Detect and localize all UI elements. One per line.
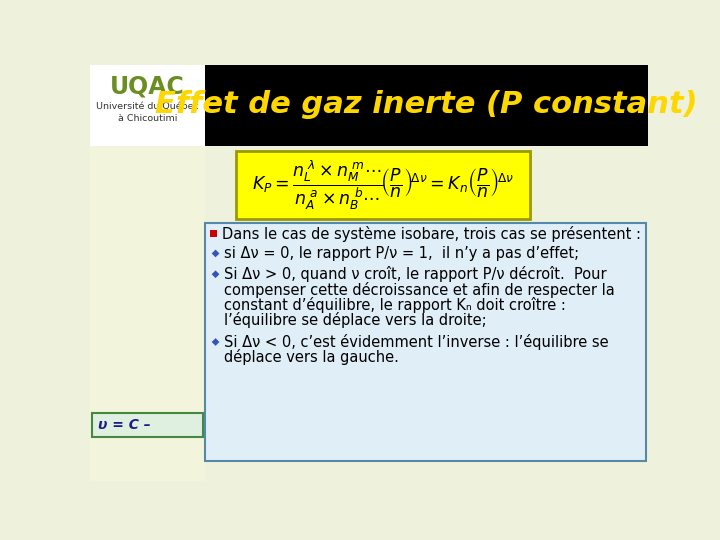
- Text: constant d’équilibre, le rapport Kₙ doit croître :: constant d’équilibre, le rapport Kₙ doit…: [224, 297, 566, 313]
- Bar: [90, 65, 204, 481]
- Polygon shape: [212, 249, 220, 257]
- Bar: [204, 222, 647, 461]
- Text: $K_P = \dfrac{n_L^{\;\lambda} \times n_M^{\;m}\cdots}{n_A^{\;a} \times n_B^{\;b}: $K_P = \dfrac{n_L^{\;\lambda} \times n_M…: [252, 159, 514, 212]
- Text: Si Δν > 0, quand ν croît, le rapport P/ν décroît.  Pour: Si Δν > 0, quand ν croît, le rapport P/ν…: [224, 266, 607, 282]
- Bar: [210, 231, 217, 237]
- Text: Effet de gaz inerte (P constant): Effet de gaz inerte (P constant): [155, 90, 698, 119]
- Polygon shape: [212, 271, 220, 278]
- Text: déplace vers la gauche.: déplace vers la gauche.: [224, 349, 399, 366]
- Text: Si Δν < 0, c’est évidemment l’inverse : l’équilibre se: Si Δν < 0, c’est évidemment l’inverse : …: [224, 334, 608, 350]
- Polygon shape: [212, 338, 220, 346]
- Text: l’équilibre se déplace vers la droite;: l’équilibre se déplace vers la droite;: [224, 313, 487, 328]
- Text: compenser cette décroissance et afin de respecter la: compenser cette décroissance et afin de …: [224, 282, 615, 298]
- Text: Université du Québec
à Chicoutimi: Université du Québec à Chicoutimi: [96, 102, 199, 123]
- Bar: [92, 413, 203, 437]
- Text: UQAC: UQAC: [110, 75, 185, 98]
- Bar: [90, 65, 204, 146]
- Bar: [204, 65, 648, 146]
- Bar: [235, 151, 530, 219]
- Text: υ = C –: υ = C –: [98, 418, 150, 432]
- Text: si Δν = 0, le rapport P/ν = 1,  il n’y a pas d’effet;: si Δν = 0, le rapport P/ν = 1, il n’y a …: [224, 246, 579, 261]
- Text: Dans le cas de système isobare, trois cas se présentent :: Dans le cas de système isobare, trois ca…: [222, 226, 641, 242]
